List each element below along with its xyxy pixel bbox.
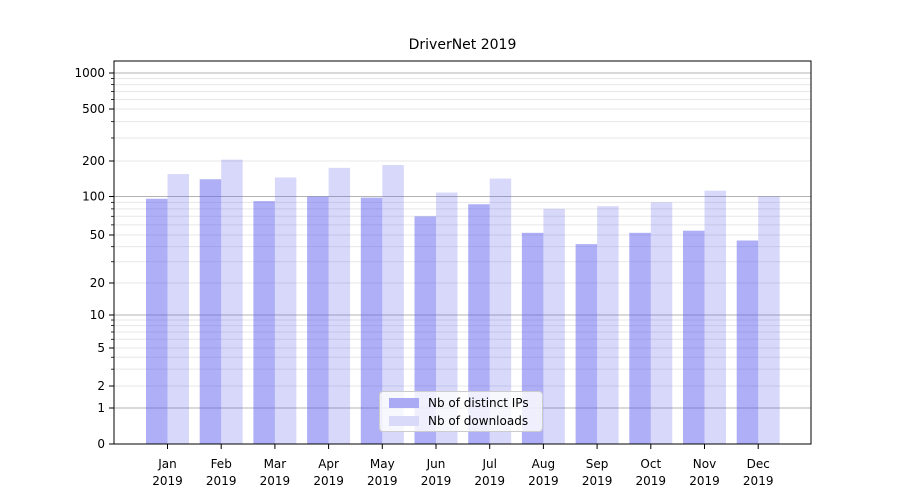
bar-distinct-ips-mar bbox=[253, 201, 275, 444]
legend-label-distinct-ips: Nb of distinct IPs bbox=[428, 395, 529, 410]
bar-downloads-sep bbox=[597, 206, 619, 444]
bar-downloads-jul bbox=[489, 178, 512, 445]
plot-border bbox=[113, 60, 812, 445]
y-axis-tick-label: 1 bbox=[97, 401, 105, 415]
bar-distinct-ips-nov bbox=[683, 230, 705, 444]
bar-downloads-jun bbox=[436, 192, 458, 444]
x-axis-label-month: May bbox=[370, 457, 395, 471]
x-axis-label-year: 2019 bbox=[367, 474, 398, 488]
bar-distinct-ips-may bbox=[360, 197, 383, 444]
bar-distinct-ips-oct bbox=[629, 232, 651, 444]
x-axis-label-month: Oct bbox=[640, 457, 661, 471]
bar-downloads-apr bbox=[328, 167, 351, 444]
x-axis-label-year: 2019 bbox=[689, 474, 720, 488]
x-axis-label-year: 2019 bbox=[206, 474, 237, 488]
bar-downloads-may bbox=[382, 164, 404, 444]
bar-distinct-ips-jun bbox=[414, 216, 436, 444]
x-axis-label-year: 2019 bbox=[528, 474, 559, 488]
y-axis-tick-label: 200 bbox=[82, 154, 105, 168]
bar-downloads-nov bbox=[704, 190, 726, 444]
x-axis-label-month: Jul bbox=[481, 457, 496, 471]
x-axis-label-year: 2019 bbox=[152, 474, 183, 488]
x-axis-label-year: 2019 bbox=[636, 474, 667, 488]
bar-distinct-ips-jan bbox=[146, 198, 168, 444]
x-axis-label-year: 2019 bbox=[421, 474, 452, 488]
legend-swatch-distinct-ips bbox=[389, 397, 419, 408]
y-axis-tick-label: 10 bbox=[90, 308, 105, 322]
y-axis-tick-label: 20 bbox=[90, 276, 105, 290]
x-axis-label-month: Nov bbox=[693, 457, 716, 471]
y-axis-tick-label: 500 bbox=[82, 102, 105, 116]
legend-label-downloads: Nb of downloads bbox=[428, 413, 529, 428]
bar-downloads-feb bbox=[221, 159, 243, 444]
bar-downloads-mar bbox=[274, 177, 297, 444]
x-axis-label-year: 2019 bbox=[260, 474, 291, 488]
bar-downloads-jan bbox=[167, 174, 189, 444]
x-axis-label-year: 2019 bbox=[743, 474, 774, 488]
y-axis-tick-label: 0 bbox=[97, 437, 105, 451]
y-axis-tick-label: 50 bbox=[90, 228, 105, 242]
x-axis-label-month: Jan bbox=[157, 457, 177, 471]
x-axis-label-month: Dec bbox=[747, 457, 770, 471]
legend-item-downloads: Nb of downloads bbox=[389, 414, 542, 428]
legend-swatch-downloads bbox=[389, 415, 419, 426]
bar-distinct-ips-dec bbox=[736, 240, 759, 444]
bar-distinct-ips-feb bbox=[199, 179, 222, 444]
bar-distinct-ips-sep bbox=[575, 244, 598, 444]
y-axis-tick-label: 1000 bbox=[74, 66, 105, 80]
bar-distinct-ips-apr bbox=[307, 196, 329, 444]
y-axis-tick-label: 5 bbox=[97, 341, 105, 355]
x-axis-label-month: Aug bbox=[532, 457, 555, 471]
x-axis-label-month: Mar bbox=[264, 457, 287, 471]
x-axis-label-year: 2019 bbox=[313, 474, 344, 488]
chart-title: DriverNet 2019 bbox=[408, 37, 517, 53]
x-axis-label-month: Sep bbox=[586, 457, 609, 471]
bar-downloads-aug bbox=[543, 208, 565, 444]
legend-item-distinct-ips: Nb of distinct IPs bbox=[389, 396, 542, 410]
x-axis-label-month: Feb bbox=[211, 457, 232, 471]
y-axis-tick-label: 2 bbox=[97, 379, 105, 393]
chart-legend: Nb of distinct IPs Nb of downloads bbox=[379, 391, 543, 432]
x-axis-label-month: Jun bbox=[426, 457, 446, 471]
x-axis-label-year: 2019 bbox=[474, 474, 505, 488]
x-axis-label-year: 2019 bbox=[582, 474, 613, 488]
bar-downloads-oct bbox=[650, 202, 673, 444]
y-axis-tick-label: 100 bbox=[82, 190, 105, 204]
bar-distinct-ips-jul bbox=[468, 204, 490, 444]
x-axis-label-month: Apr bbox=[318, 457, 339, 471]
bar-downloads-dec bbox=[758, 196, 780, 444]
